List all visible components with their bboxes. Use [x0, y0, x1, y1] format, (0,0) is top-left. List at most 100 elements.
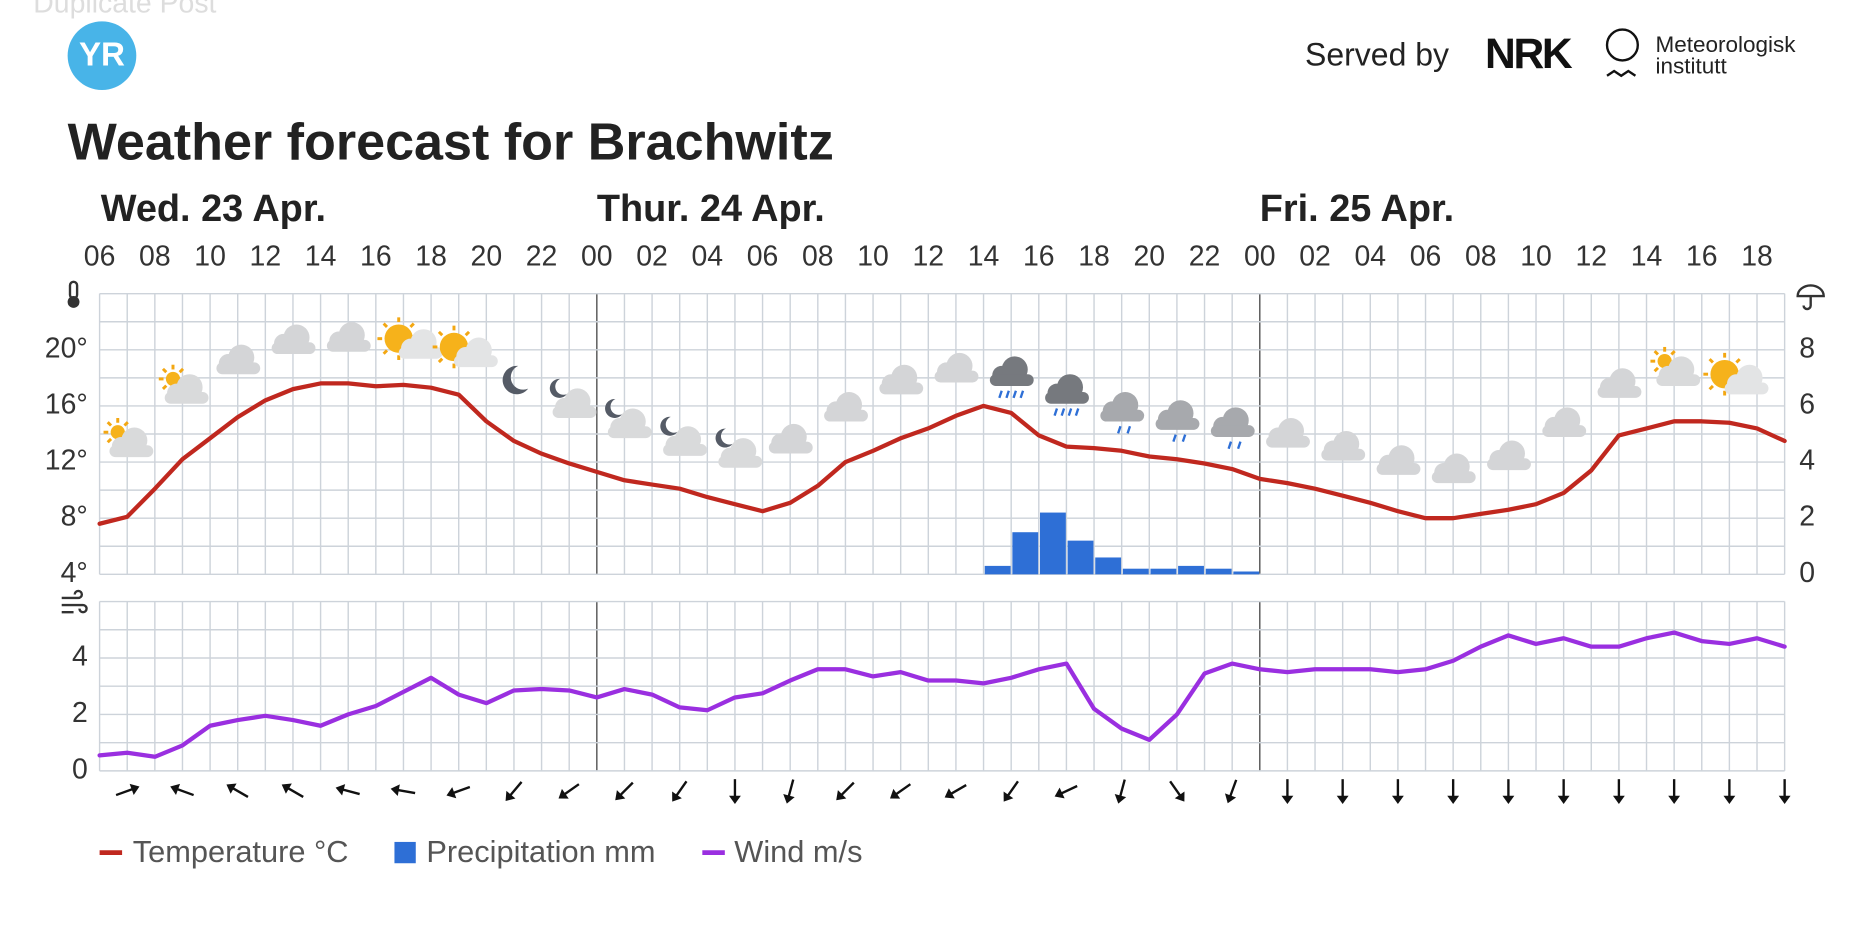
y-tick-label: 8°	[61, 501, 88, 533]
sun-ray	[1670, 350, 1676, 356]
weather-icon	[549, 378, 597, 419]
x-tick-label: 10	[1520, 241, 1552, 273]
wind-arrow-head	[944, 788, 955, 799]
y-tick-label: 0	[72, 753, 88, 785]
weather-icon	[271, 324, 316, 355]
cloud	[1597, 386, 1642, 398]
sun	[110, 425, 125, 440]
weather-icon	[605, 399, 652, 439]
wind-arrow-head	[783, 794, 795, 804]
wind-arrow	[1003, 780, 1019, 802]
wind-arrow	[729, 779, 741, 805]
nrk-logo[interactable]: NRK	[1485, 30, 1575, 78]
wind-arrow	[1224, 779, 1238, 804]
sun	[165, 371, 181, 387]
wind-arrow-head	[1391, 795, 1404, 805]
series-line	[97, 381, 1787, 526]
wind-arrow-head	[1114, 794, 1127, 804]
rain-drop	[1019, 390, 1025, 399]
x-tick-label: 04	[692, 241, 724, 273]
cloud	[879, 382, 924, 395]
served-by: Served by	[1305, 36, 1449, 72]
x-tick-label: 12	[913, 241, 945, 273]
sun-ray	[1708, 384, 1714, 391]
cloud	[1155, 418, 1200, 430]
precip-bar	[1039, 512, 1066, 575]
x-tick-label: 14	[1631, 241, 1663, 273]
cloud	[768, 441, 813, 454]
weather-icon	[1266, 418, 1310, 448]
weather-icon	[1100, 391, 1145, 434]
x-tick-label: 08	[802, 241, 834, 273]
weather-icon	[1703, 352, 1769, 396]
weather-icon	[432, 325, 498, 369]
sun-ray	[1653, 350, 1660, 356]
weather-icon	[158, 364, 209, 404]
weather-icon	[1597, 368, 1642, 398]
x-tick-label: 00	[1244, 241, 1276, 273]
cloud	[934, 370, 979, 383]
wind-arrow	[1778, 779, 1791, 805]
wind-arrow-head	[1557, 795, 1570, 805]
wind-arrow-head	[1502, 795, 1515, 805]
x-tick-label: 18	[1078, 241, 1110, 273]
rain-drop	[1074, 408, 1080, 417]
rain-drop	[1227, 441, 1233, 450]
precip-bar	[1205, 568, 1232, 575]
wind-arrow-head	[1281, 795, 1294, 805]
day-label: Fri. 25 Apr.	[1260, 188, 1454, 230]
y-tick-label: 20°	[45, 332, 88, 364]
x-tick-label: 22	[1189, 241, 1221, 273]
x-tick-label: 16	[1023, 241, 1055, 273]
wind-arrow	[170, 783, 195, 797]
sun-ray	[178, 367, 185, 374]
wind-arrow-head	[558, 788, 569, 799]
y-tick-label: 12°	[45, 445, 88, 477]
wind-arrow-head	[890, 788, 901, 799]
legend-label: Wind m/s	[734, 834, 862, 869]
cloud	[552, 406, 597, 419]
wind-arrow	[1612, 779, 1625, 805]
sun-ray	[409, 322, 415, 328]
precip-bar	[1067, 540, 1094, 575]
weather-icon	[326, 322, 371, 352]
x-tick-label: 20	[471, 241, 503, 273]
wind-arrow	[890, 783, 912, 799]
wind-arrow	[1723, 779, 1736, 805]
x-tick-label: 16	[1686, 241, 1718, 273]
wind-arrow-head	[335, 784, 346, 796]
sun-ray	[1708, 358, 1714, 364]
precip-bar	[1012, 532, 1039, 575]
wind-arrow-head	[1723, 795, 1736, 805]
legend-swatch	[394, 841, 416, 864]
sun	[1657, 354, 1672, 369]
yr-logo[interactable]	[67, 21, 137, 90]
wind-arrow	[836, 781, 855, 801]
sun-ray	[1653, 366, 1660, 373]
weather-icon	[1650, 346, 1701, 387]
cloud	[607, 426, 652, 439]
wind-arrow-head	[1003, 791, 1014, 802]
precip-bar	[1233, 571, 1260, 575]
moon	[502, 365, 529, 395]
weather-icon	[216, 344, 261, 375]
wind-icon	[61, 589, 88, 614]
rain-drop	[1053, 408, 1059, 417]
sun-ray	[161, 367, 168, 374]
cloud	[1210, 425, 1255, 437]
legend-label: Temperature °C	[133, 834, 349, 869]
umbrella-icon	[1796, 284, 1825, 311]
wind-arrow-head	[281, 783, 292, 794]
x-tick-label: 00	[581, 241, 613, 273]
weather-icon	[934, 352, 979, 383]
wind-arrow-head	[1054, 787, 1065, 799]
x-tick-label: 08	[139, 241, 171, 273]
y-tick-label: 4°	[61, 557, 88, 589]
wind-arrow	[944, 784, 967, 799]
rain-drop	[1060, 408, 1066, 417]
cloud	[824, 409, 868, 422]
wind-arrow	[1668, 779, 1681, 805]
wind-arrow-head	[1447, 795, 1460, 805]
wind-arrow-head	[615, 790, 626, 801]
met-name: institutt	[1656, 53, 1728, 78]
